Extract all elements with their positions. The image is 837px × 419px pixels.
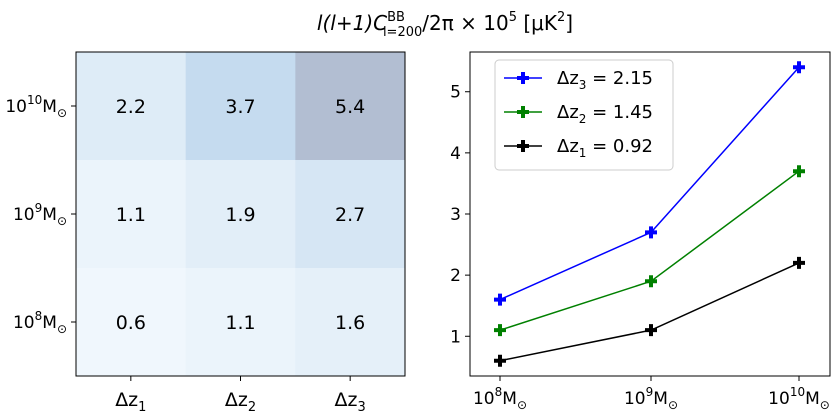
heatmap-cell <box>76 160 187 269</box>
x-tick-label: 109M⊙ <box>624 385 678 412</box>
heatmap-value: 1.9 <box>225 204 255 226</box>
heatmap-row-label: 108M⊙ <box>13 309 67 336</box>
line-chart-y-axis: 1 2 3 4 5 <box>450 83 470 347</box>
heatmap-panel: 2.2 3.7 5.41.1 1.9 2.70.6 1.1 1.6 1010M⊙109M⊙1… <box>5 51 406 415</box>
data-point <box>793 165 805 178</box>
heatmap-cell <box>76 268 187 377</box>
data-point <box>494 354 506 367</box>
legend: Δz3 = 2.15 Δz2 = 1.45 Δz1 = 0.92 <box>494 59 674 171</box>
data-point <box>645 226 657 239</box>
line-chart-panel: 1 2 3 4 5 108M⊙ 109M⊙ 1010M⊙ Δz3 = 2.15 Δz2 = 1… <box>450 51 831 412</box>
title-superscript: BB <box>387 10 405 25</box>
heatmap-value: 0.6 <box>116 312 146 334</box>
data-point <box>645 275 657 288</box>
heatmap-value: 5.4 <box>335 96 365 118</box>
y-tick-label: 4 <box>450 144 461 164</box>
title-unit: [μK <box>517 11 558 35</box>
heatmap-value: 2.7 <box>335 204 365 226</box>
heatmap-row-labels: 1010M⊙ 109M⊙ 108M⊙ <box>5 93 76 336</box>
series-Δz2 <box>494 165 805 337</box>
figure-title: l(l+1)CBB l=200/2π × 105 [μK2] <box>317 10 573 40</box>
legend-label: Δz3 = 2.15 <box>557 68 653 92</box>
heatmap-column-labels: Δz1 Δz2 Δz3 <box>115 376 366 415</box>
heatmap-cell <box>185 160 296 269</box>
heatmap-cell <box>295 268 406 377</box>
data-point <box>793 61 805 74</box>
x-tick-label: 1010M⊙ <box>768 385 830 412</box>
line-chart-series <box>494 61 805 367</box>
heatmap-cell <box>185 268 296 377</box>
heatmap-cell <box>295 52 406 161</box>
y-tick-label: 2 <box>450 266 461 286</box>
heatmap-value: 1.6 <box>335 312 365 334</box>
heatmap-column-label: Δz3 <box>335 389 366 415</box>
series-Δz1 <box>494 256 805 367</box>
heatmap-cell <box>185 52 296 161</box>
heatmap-value: 3.7 <box>225 96 255 118</box>
data-point <box>494 293 506 306</box>
legend-entry: Δz2 = 1.45 <box>504 102 653 126</box>
legend-box <box>494 59 674 171</box>
legend-entry: Δz3 = 2.15 <box>504 68 653 92</box>
heatmap-value: 2.2 <box>116 96 146 118</box>
legend-marker <box>517 72 529 84</box>
line-chart-x-axis: 108M⊙ 109M⊙ 1010M⊙ <box>473 376 830 412</box>
heatmap-value: 1.1 <box>116 204 146 226</box>
heatmap-frame <box>75 51 406 377</box>
legend-entry: Δz1 = 0.92 <box>504 136 653 160</box>
data-point <box>793 256 805 269</box>
y-tick-label: 5 <box>450 83 461 103</box>
heatmap-row-label: 109M⊙ <box>13 201 67 228</box>
data-point <box>494 324 506 337</box>
heatmap-column-label: Δz2 <box>225 389 256 415</box>
legend-marker <box>517 140 529 152</box>
y-tick-label: 3 <box>450 205 461 225</box>
heatmap-value-labels: 2.2 3.7 5.4 1.1 1.9 2.7 0.6 1.1 1.6 <box>116 96 366 334</box>
title-rest: /2π × 10 <box>422 11 508 35</box>
heatmap-cell <box>76 52 187 161</box>
heatmap-cell <box>295 160 406 269</box>
title-unit-end: ] <box>565 11 573 35</box>
heatmap-row-label: 1010M⊙ <box>5 93 67 120</box>
series-line <box>499 170 800 331</box>
heatmap-column-label: Δz1 <box>115 389 146 415</box>
heatmap-value: 1.1 <box>225 312 255 334</box>
title-subscript: l=200 <box>383 25 422 40</box>
title-main: l(l+1)C <box>317 11 387 35</box>
legend-label: Δz2 = 1.45 <box>557 102 653 126</box>
legend-label: Δz1 = 0.92 <box>557 136 653 160</box>
data-point <box>645 324 657 337</box>
title-unit-exponent: 2 <box>557 10 565 25</box>
title-exponent: 5 <box>509 10 517 25</box>
legend-marker <box>517 106 529 118</box>
series-Δz3 <box>494 61 805 306</box>
y-tick-label: 1 <box>450 327 461 347</box>
heatmap-cells <box>76 52 406 377</box>
x-tick-label: 108M⊙ <box>473 385 527 412</box>
